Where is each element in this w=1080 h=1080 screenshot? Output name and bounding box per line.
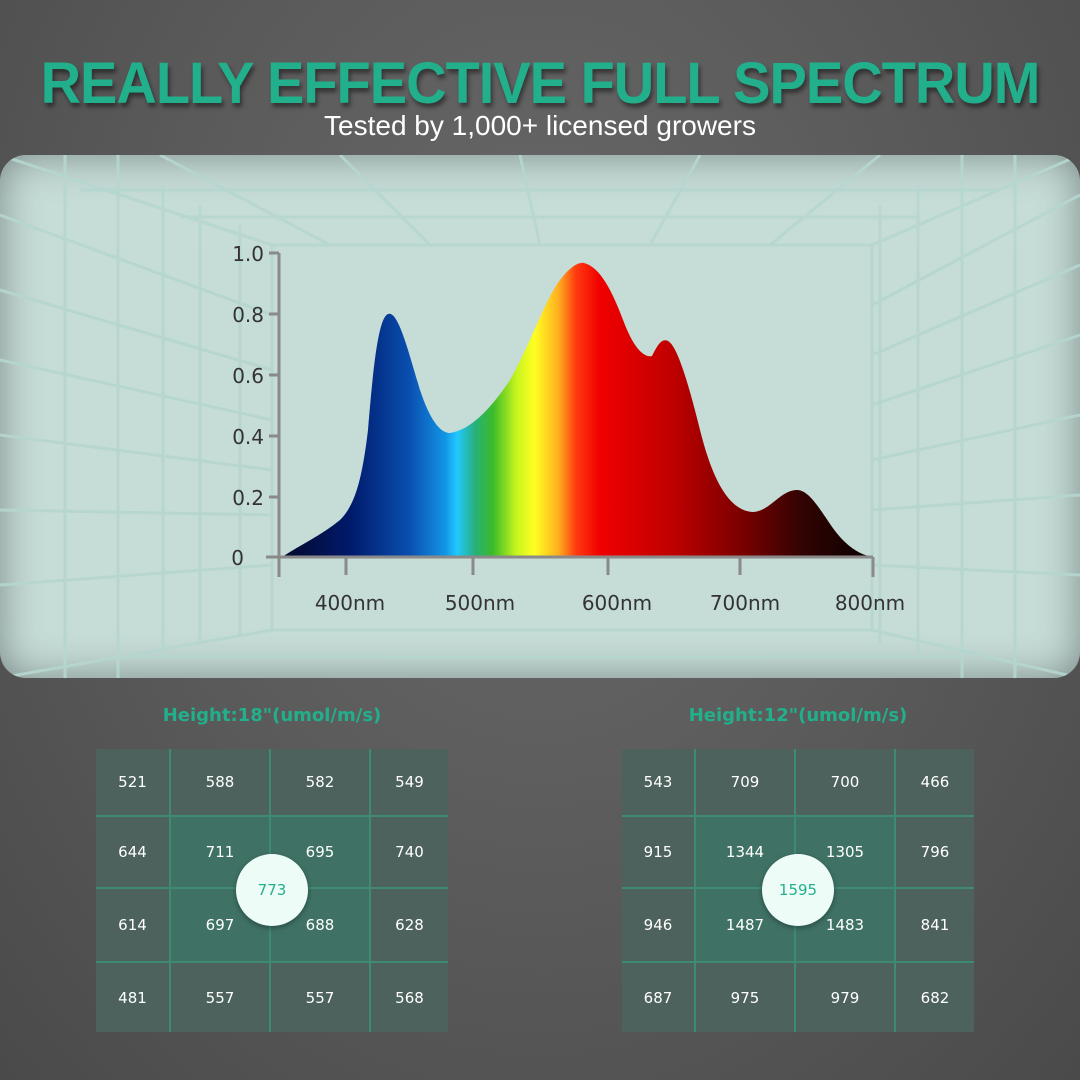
ppfd-cell: 557 (271, 963, 369, 1032)
y-tick-label: 0 (231, 546, 244, 570)
ppfd-cell: 975 (696, 963, 794, 1032)
x-tick-label: 600nm (582, 591, 652, 615)
y-tick-label: 0.8 (232, 303, 264, 327)
ppfd-cell: 481 (96, 963, 169, 1032)
ppfd-cell: 628 (371, 889, 448, 961)
x-tick-label: 400nm (315, 591, 385, 615)
spectrum-area (282, 262, 873, 557)
ppfd-cell: 521 (96, 749, 169, 815)
ppfd-cell: 549 (371, 749, 448, 815)
ppfd-cell: 700 (796, 749, 894, 815)
y-tick-label: 0.2 (232, 486, 264, 510)
ppfd-cell: 582 (271, 749, 369, 815)
subheadline: Tested by 1,000+ licensed growers (324, 110, 756, 141)
y-tick-label: 0.4 (232, 425, 264, 449)
headline: REALLY EFFECTIVE FULL SPECTRUM (40, 49, 1041, 116)
ppfd-cell: 915 (622, 817, 694, 887)
ppfd-cell: 543 (622, 749, 694, 815)
ppfd-cell: 466 (896, 749, 974, 815)
ppfd-map-18in-title: Height:18"(umol/m/s) (162, 705, 382, 726)
ppfd-cell: 568 (371, 963, 448, 1032)
ppfd-cell: 557 (171, 963, 269, 1032)
y-tick-label: 1.0 (232, 242, 264, 266)
spectrum-panel: 1.0 0.8 0.6 0.4 0.2 0 400nm 500nm 600nm … (0, 155, 1080, 678)
ppfd-cell: 796 (896, 817, 974, 887)
ppfd-map-12in: 543 709 700 466 915 1344 1305 796 946 14… (622, 749, 974, 1032)
x-tick-label: 800nm (835, 591, 905, 615)
ppfd-cell: 644 (96, 817, 169, 887)
ppfd-map-12in-title: Height:12"(umol/m/s) (688, 705, 908, 726)
ppfd-cell: 588 (171, 749, 269, 815)
ppfd-cell: 687 (622, 963, 694, 1032)
perspective-grid-background (0, 155, 1080, 678)
ppfd-cell: 614 (96, 889, 169, 961)
ppfd-cell: 740 (371, 817, 448, 887)
x-tick-label: 700nm (710, 591, 780, 615)
ppfd-cell: 709 (696, 749, 794, 815)
ppfd-map-18in: 521 588 582 549 644 711 695 740 614 697 … (96, 749, 448, 1032)
axes (266, 251, 875, 577)
y-tick-label: 0.6 (232, 364, 264, 388)
spectrum-chart: 1.0 0.8 0.6 0.4 0.2 0 400nm 500nm 600nm … (231, 242, 905, 615)
ppfd-cell: 946 (622, 889, 694, 961)
ppfd-center-value-18in: 773 (236, 854, 308, 926)
ppfd-cell: 979 (796, 963, 894, 1032)
x-tick-label: 500nm (445, 591, 515, 615)
ppfd-cell: 682 (896, 963, 974, 1032)
ppfd-cell: 841 (896, 889, 974, 961)
ppfd-center-value-12in: 1595 (762, 854, 834, 926)
